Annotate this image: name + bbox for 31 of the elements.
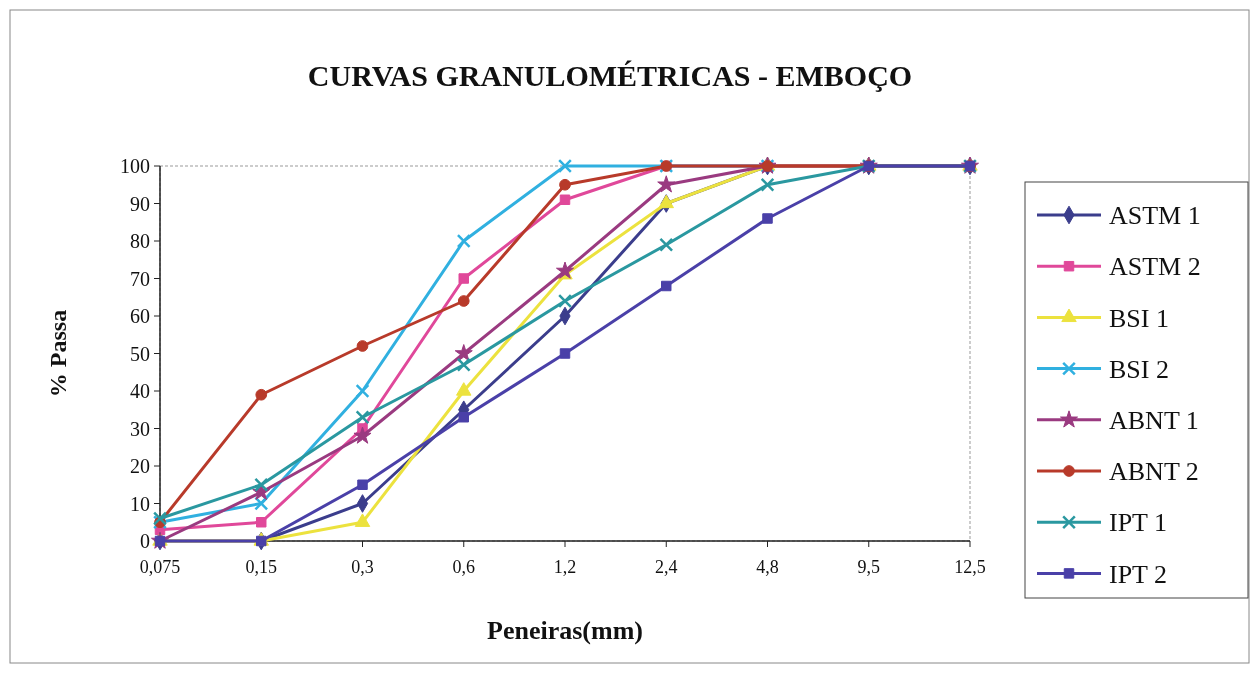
x-tick-label: 1,2 [553,557,577,577]
x-tick-label: 0,3 [351,557,374,577]
legend-label: IPT 2 [1109,559,1168,589]
x-tick-label: 0,6 [452,557,475,577]
y-tick-label: 70 [130,267,150,290]
y-axis-title: % Passa [45,309,71,398]
y-tick-label: 100 [120,155,150,177]
y-tick-label: 50 [130,342,150,365]
legend-label: ABNT 2 [1109,457,1199,487]
legend-label: BSI 1 [1109,303,1169,333]
y-tick-label: 90 [130,192,150,215]
x-tick-label: 4,8 [756,557,779,577]
y-tick-label: 40 [130,380,150,402]
x-tick-label: 12,5 [954,557,986,577]
legend-label: ABNT 1 [1109,405,1199,435]
x-tick-label: 0,15 [245,557,277,577]
y-tick-label: 30 [130,417,150,440]
legend-label: ASTM 2 [1109,252,1201,282]
legend-label: ASTM 1 [1109,201,1201,231]
legend-label: BSI 2 [1109,354,1169,384]
y-tick-label: 20 [130,455,150,477]
y-tick-label: 10 [130,492,150,515]
x-axis-title: Peneiras(mm) [487,616,643,645]
x-tick-label: 0,075 [139,557,181,577]
legend-label: IPT 1 [1109,508,1168,538]
y-tick-label: 0 [140,530,150,552]
y-tick-label: 80 [130,230,150,252]
chart-title: CURVAS GRANULOMÉTRICAS - EMBOÇO [307,59,913,92]
y-tick-label: 60 [130,305,150,327]
x-tick-label: 2,4 [655,557,678,577]
x-tick-label: 9,5 [857,557,880,577]
